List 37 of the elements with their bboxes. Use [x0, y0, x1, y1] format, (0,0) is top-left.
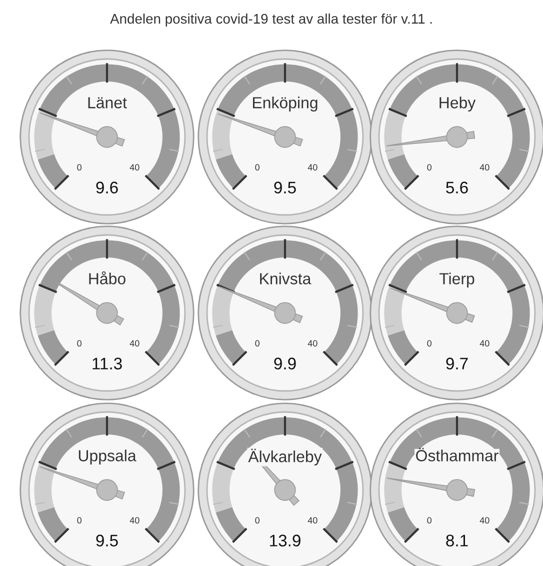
text: Länet — [88, 97, 127, 108]
data-label: 13.9 — [270, 534, 300, 546]
data-label: 9.5 — [274, 182, 296, 194]
text: 40 — [480, 340, 490, 347]
text: 0 — [255, 164, 260, 171]
text: Uppsala — [78, 450, 136, 465]
data-label: 5.6 — [446, 182, 468, 194]
text: Heby — [440, 96, 476, 112]
data-label: 9.9 — [274, 358, 296, 370]
text: Tierp — [439, 272, 474, 288]
text: 40 — [480, 164, 490, 171]
text: 40 — [130, 164, 140, 171]
data-label: 11.3 — [92, 358, 122, 370]
data-label: 8.1 — [446, 534, 468, 546]
text: Knivsta — [260, 272, 312, 284]
text: 40 — [130, 517, 140, 524]
text: Enköping — [253, 96, 318, 112]
text: 40 — [308, 517, 318, 524]
text: Andelen positiva covid-19 test av alla tester för v.11 . — [110, 14, 432, 26]
text: 0 — [255, 340, 260, 347]
data-label: 9.6 — [96, 182, 118, 194]
text: 40 — [308, 340, 318, 347]
text: 0 — [77, 340, 82, 347]
data-label: 9.7 — [446, 358, 468, 370]
text: 40 — [130, 340, 140, 347]
text: 0 — [255, 517, 260, 524]
text: 0 — [77, 517, 82, 524]
text: 40 — [308, 164, 318, 171]
text: Håbo — [89, 271, 126, 284]
text: 0 — [427, 164, 432, 171]
data-label: 9.5 — [96, 534, 118, 546]
text: 0 — [427, 340, 432, 347]
text: 0 — [427, 517, 432, 524]
text: 40 — [480, 517, 490, 524]
text: Östhammar — [416, 448, 498, 462]
text: Älvkarleby — [248, 448, 322, 466]
text: 0 — [77, 164, 82, 171]
